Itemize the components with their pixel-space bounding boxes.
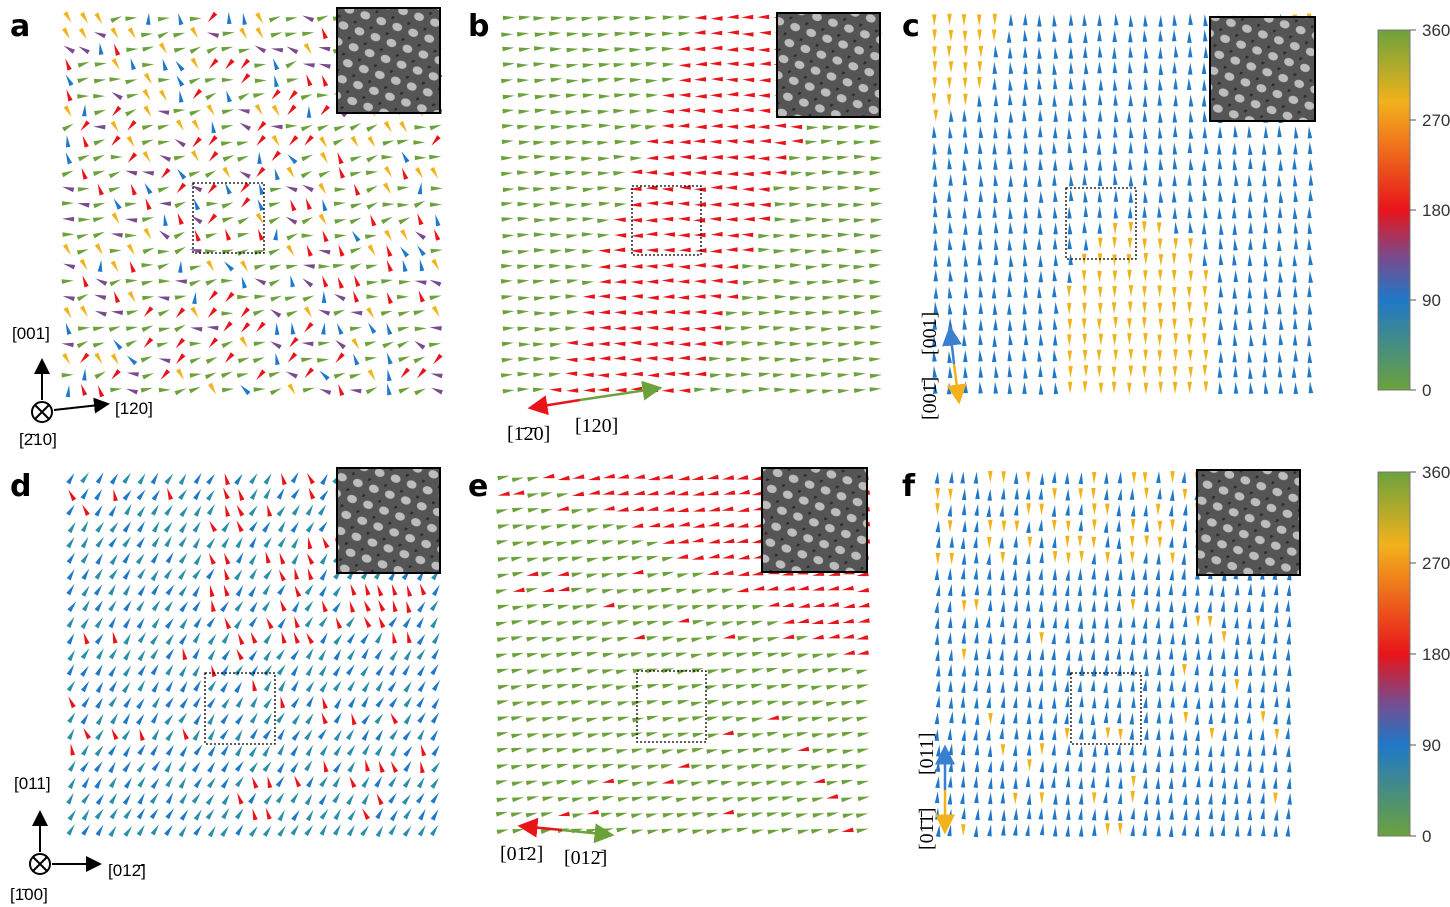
- inset-image: [1210, 17, 1315, 121]
- inset-image: [762, 468, 867, 572]
- panel-label: c: [902, 9, 920, 44]
- colorbar-tick-label: 270: [1422, 111, 1450, 130]
- direction-label: [1̄2̄0]: [507, 423, 550, 445]
- direction-label: [01̄2]: [500, 843, 543, 865]
- direction-label: [01̄1̄]: [916, 807, 938, 850]
- colorbar: [1378, 30, 1410, 390]
- colorbar-tick-label: 180: [1422, 201, 1450, 220]
- panel-label: d: [10, 469, 31, 504]
- colorbar: [1378, 472, 1410, 836]
- direction-label: [012̄]: [564, 847, 607, 869]
- direction-label: [001̄]: [919, 377, 941, 420]
- inset-image: [337, 468, 440, 573]
- colorbar-tick-label: 0: [1422, 827, 1431, 846]
- inset-image: [777, 13, 880, 117]
- inset-image: [337, 8, 440, 113]
- direction-label: [2̄10]: [19, 430, 57, 449]
- direction-arrows: [950, 328, 959, 402]
- panel-label: f: [902, 469, 916, 504]
- direction-label: [120]: [575, 415, 618, 437]
- direction-label: [011]: [916, 732, 938, 775]
- direction-label: [001]: [12, 324, 50, 343]
- colorbar-tick-label: 360°: [1422, 463, 1450, 482]
- direction-label: [012̄]: [108, 861, 146, 880]
- direction-label: [1̄00]: [10, 885, 48, 904]
- colorbar-tick-label: 90: [1422, 291, 1441, 310]
- panel-label: a: [10, 9, 30, 44]
- colorbar-tick-label: 90: [1422, 736, 1441, 755]
- axis-indicator: [30, 812, 100, 874]
- axis-indicator: [32, 360, 108, 422]
- direction-label: [120]: [115, 399, 153, 418]
- direction-arrows: [520, 826, 612, 835]
- panel-label: e: [468, 469, 488, 504]
- direction-label: [011]: [14, 774, 51, 793]
- colorbar-tick-label: 0: [1422, 381, 1431, 400]
- colorbar-tick-label: 360°: [1422, 21, 1450, 40]
- vector-fields: [62, 11, 1314, 837]
- colorbar-tick-label: 270: [1422, 554, 1450, 573]
- panel-label: b: [468, 9, 489, 44]
- inset-image: [1197, 470, 1300, 575]
- direction-label: [001]: [919, 312, 941, 355]
- direction-arrows: [530, 388, 660, 408]
- region-box: [637, 671, 706, 742]
- figure: a b c d e f [001] [120] [2̄10] [1̄2̄0] […: [0, 0, 1450, 907]
- colorbar-tick-label: 180: [1422, 645, 1450, 664]
- region-box: [632, 186, 701, 255]
